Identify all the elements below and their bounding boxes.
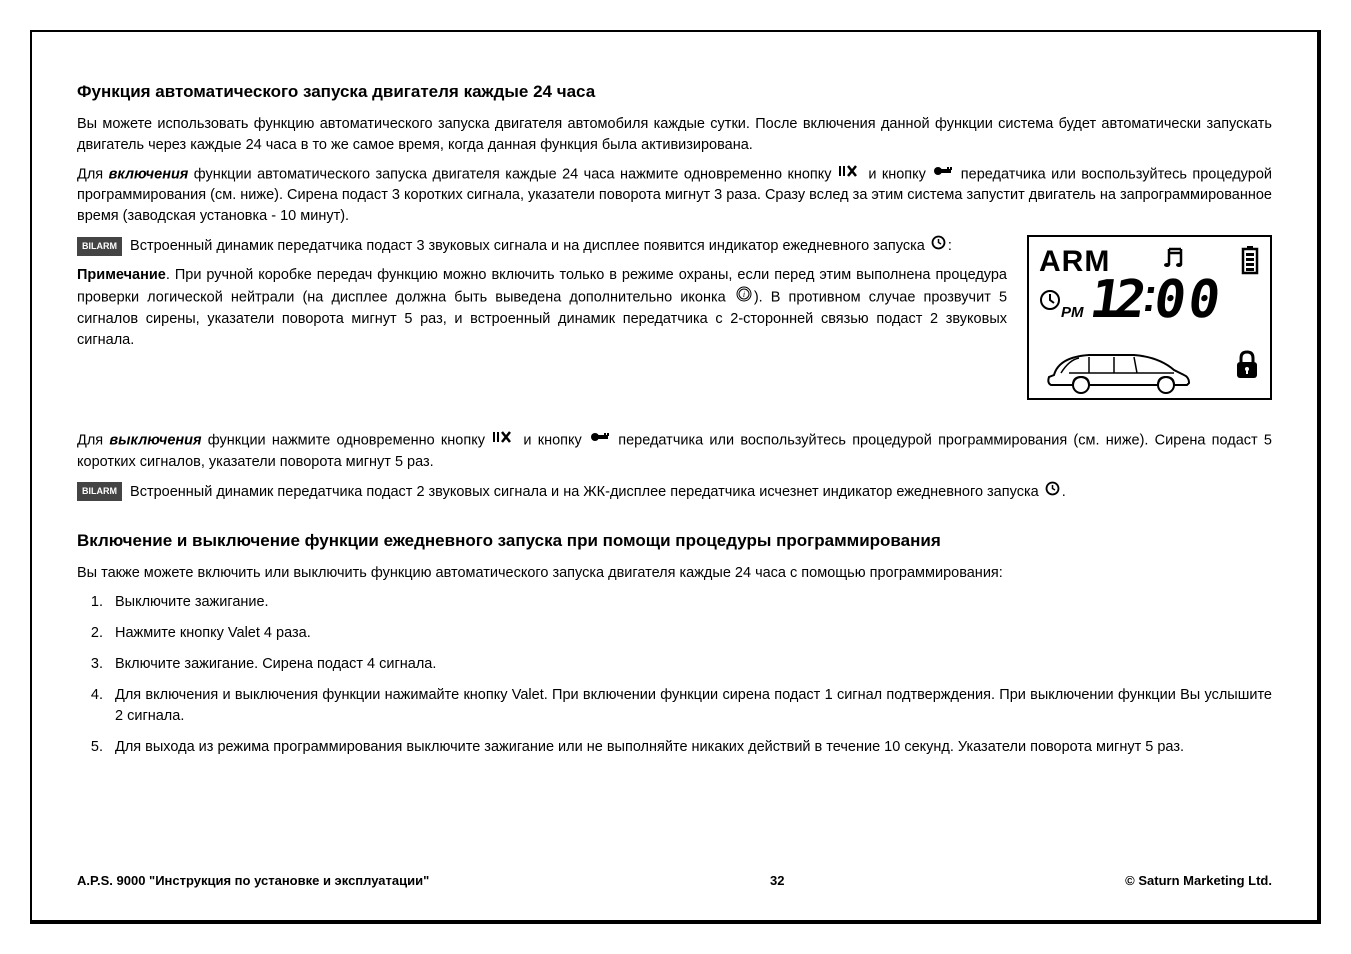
disable-word: выключения <box>109 433 201 449</box>
text: и кнопку <box>517 433 588 449</box>
clock-icon <box>931 235 946 257</box>
programming-intro: Вы также можете включить или выключить ф… <box>77 563 1272 584</box>
text: Встроенный динамик передатчика подаст 3 … <box>126 238 929 254</box>
car-icon <box>1039 335 1199 400</box>
note-label: Примечание <box>77 267 166 283</box>
text: Встроенный динамик передатчика подаст 2 … <box>126 484 1043 500</box>
text: и кнопку <box>863 166 931 182</box>
key-button-icon <box>590 430 610 451</box>
lcd-pm-label: PM <box>1061 304 1084 321</box>
music-note-icon <box>1162 245 1188 276</box>
step-1: Выключите зажигание. <box>107 592 1272 613</box>
note-paragraph: Примечание. При ручной коробке передач ф… <box>77 265 1007 351</box>
programming-steps: Выключите зажигание. Нажмите кнопку Vale… <box>107 592 1272 758</box>
mute-button-icon <box>839 164 861 185</box>
page-footer: A.P.S. 9000 "Инструкция по установке и э… <box>77 873 1272 888</box>
text: Для <box>77 433 109 449</box>
step-5: Для выхода из режима программирования вы… <box>107 737 1272 758</box>
speaker-note-disable: BILARM Встроенный динамик передатчика по… <box>77 481 1272 503</box>
mute-button-icon <box>493 430 515 451</box>
step-3: Включите зажигание. Сирена подаст 4 сигн… <box>107 654 1272 675</box>
disable-paragraph: Для выключения функции нажмите одновреме… <box>77 430 1272 472</box>
svg-text:2: 2 <box>1110 275 1150 325</box>
intro-paragraph: Вы можете использовать функцию автоматич… <box>77 114 1272 156</box>
heading-auto-start-24h: Функция автоматического запуска двигател… <box>77 82 1272 102</box>
info-circle-icon: i <box>736 286 752 309</box>
lcd-time-display: 1 2 0 0 <box>1084 275 1239 330</box>
enable-word: включения <box>109 166 189 182</box>
step-4: Для включения и выключения функции нажим… <box>107 685 1272 727</box>
bilarm-badge-icon: BILARM <box>77 237 122 256</box>
lcd-display: ARM PM 1 2 0 0 <box>1027 235 1272 400</box>
enable-paragraph: Для включения функции автоматического за… <box>77 164 1272 227</box>
battery-icon <box>1240 245 1260 280</box>
key-button-icon <box>933 164 953 185</box>
clock-icon <box>1045 481 1060 503</box>
footer-copyright: © Saturn Marketing Ltd. <box>1125 873 1272 888</box>
footer-doc-title: A.P.S. 9000 "Инструкция по установке и э… <box>77 873 429 888</box>
lcd-arm-label: ARM <box>1039 245 1110 279</box>
bilarm-badge-icon: BILARM <box>77 482 122 501</box>
svg-text:0: 0 <box>1184 275 1224 325</box>
heading-programming: Включение и выключение функции ежедневно… <box>77 531 1272 551</box>
clock-indicator-icon <box>1039 289 1061 316</box>
svg-text:i: i <box>743 290 745 299</box>
footer-page-number: 32 <box>770 873 784 888</box>
step-2: Нажмите кнопку Valet 4 раза. <box>107 623 1272 644</box>
lock-icon <box>1234 350 1260 385</box>
text: функции автоматического запуска двигател… <box>188 166 837 182</box>
text: : <box>948 238 952 254</box>
page-frame: Функция автоматического запуска двигател… <box>30 30 1321 924</box>
text: . <box>1062 484 1066 500</box>
text: функции нажмите одновременно кнопку <box>202 433 492 449</box>
speaker-note-enable: BILARM Встроенный динамик передатчика по… <box>77 235 1007 257</box>
text: Для <box>77 166 109 182</box>
svg-text:0: 0 <box>1150 275 1190 325</box>
